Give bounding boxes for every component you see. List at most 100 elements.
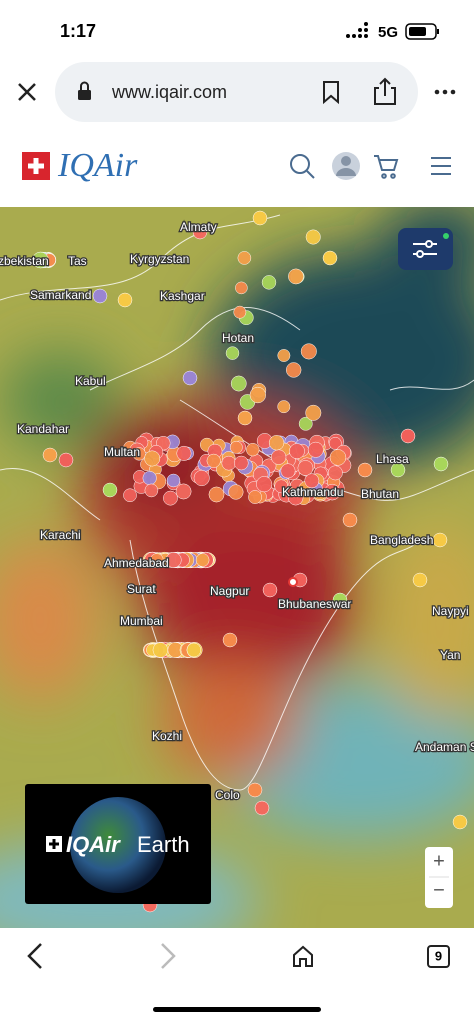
station-dot[interactable] — [186, 642, 202, 658]
station-dot[interactable] — [176, 445, 192, 461]
station-dot[interactable] — [237, 251, 252, 265]
station-dot[interactable] — [235, 281, 248, 295]
station-dot[interactable] — [357, 462, 373, 478]
station-dot[interactable] — [432, 532, 448, 548]
station-dot[interactable] — [305, 404, 322, 421]
station-dot[interactable] — [297, 460, 314, 476]
station-dot[interactable] — [32, 251, 49, 269]
station-dot[interactable] — [277, 349, 291, 362]
station-dot[interactable] — [332, 592, 348, 608]
station-dot[interactable] — [58, 452, 74, 468]
station-dot[interactable] — [163, 490, 178, 506]
address-bar[interactable] — [55, 62, 418, 122]
station-dot[interactable] — [256, 476, 273, 493]
more-button[interactable] — [434, 89, 456, 95]
station-dot[interactable] — [248, 490, 262, 504]
station-dot[interactable] — [262, 582, 278, 598]
station-dot[interactable] — [150, 553, 164, 567]
logo[interactable]: IQAir — [57, 147, 138, 184]
station-dot[interactable] — [221, 455, 237, 471]
station-dot[interactable] — [252, 210, 268, 226]
station-dot[interactable] — [277, 400, 291, 414]
home-button[interactable] — [293, 945, 313, 967]
station-dot[interactable] — [230, 375, 247, 392]
station-dot[interactable] — [274, 479, 289, 494]
station-dot[interactable] — [142, 470, 157, 486]
station-dot[interactable] — [249, 386, 266, 404]
station-dot[interactable] — [208, 486, 225, 503]
station-dot[interactable] — [222, 632, 238, 648]
station-dot[interactable] — [298, 416, 313, 431]
close-button[interactable] — [18, 83, 36, 101]
station-dot[interactable] — [452, 814, 468, 830]
station-dot[interactable] — [254, 800, 270, 816]
station-dot[interactable] — [288, 490, 304, 506]
forward-button[interactable] — [161, 943, 176, 969]
station-dot[interactable] — [322, 250, 338, 266]
station-dot[interactable] — [342, 512, 358, 528]
selected-station[interactable] — [288, 577, 298, 587]
station-dot[interactable] — [426, 93, 440, 107]
station-dot[interactable] — [193, 470, 210, 487]
station-dot[interactable] — [288, 268, 304, 285]
station-dot[interactable] — [132, 447, 146, 461]
station-dot[interactable] — [304, 473, 320, 489]
station-dot[interactable] — [123, 488, 137, 503]
station-dot[interactable] — [427, 93, 441, 107]
station-dot[interactable] — [195, 553, 210, 567]
cart-button[interactable] — [374, 155, 399, 179]
station-dot[interactable] — [247, 782, 263, 798]
station-dot[interactable] — [268, 435, 285, 451]
air-quality-stations[interactable] — [32, 92, 468, 913]
station-dot[interactable] — [144, 483, 159, 498]
station-dot[interactable] — [92, 288, 108, 304]
station-dot[interactable] — [117, 292, 133, 308]
station-dot[interactable] — [329, 449, 347, 466]
station-dot[interactable] — [229, 440, 243, 454]
zoom-out[interactable]: − — [433, 879, 445, 901]
station-dot[interactable] — [300, 343, 317, 360]
station-dot[interactable] — [285, 362, 302, 378]
search-button[interactable] — [290, 154, 315, 179]
station-dot[interactable] — [327, 465, 343, 481]
station-dot[interactable] — [246, 443, 260, 457]
station-dot[interactable] — [225, 346, 240, 360]
station-dot[interactable] — [237, 410, 253, 426]
station-dot[interactable] — [328, 436, 342, 450]
station-dot[interactable] — [152, 642, 169, 658]
station-dot[interactable] — [206, 453, 221, 468]
station-dot[interactable] — [390, 462, 406, 478]
station-dot[interactable] — [192, 224, 208, 240]
station-dot[interactable] — [412, 572, 428, 588]
station-dot[interactable] — [175, 483, 192, 500]
station-dot[interactable] — [102, 482, 118, 498]
station-dot[interactable] — [234, 455, 249, 471]
station-dot[interactable] — [42, 447, 58, 463]
zoom-in[interactable]: + — [433, 850, 445, 872]
station-dot[interactable] — [228, 484, 244, 500]
station-dot[interactable] — [165, 552, 182, 568]
station-dot[interactable] — [182, 370, 198, 386]
back-button[interactable] — [27, 943, 42, 969]
bookmark-button[interactable] — [323, 81, 339, 105]
station-dot[interactable] — [261, 275, 277, 290]
tabs-button[interactable] — [427, 945, 450, 968]
filter-button[interactable] — [398, 228, 453, 270]
station-dot[interactable] — [166, 473, 181, 488]
station-dot[interactable] — [270, 449, 287, 465]
station-dot[interactable] — [433, 456, 449, 472]
station-dot[interactable] — [305, 229, 321, 245]
station-dot[interactable] — [400, 428, 416, 444]
account-button[interactable] — [332, 152, 360, 180]
station-dot[interactable] — [144, 450, 161, 467]
map[interactable]: zbekistan Tas Almaty Kyrgyzstan Samarkand Kas… — [0, 92, 474, 960]
station-dot[interactable] — [289, 443, 305, 460]
station-dot[interactable] — [324, 484, 341, 501]
earth-promo[interactable]: IQAir Earth — [25, 784, 211, 904]
station-dot[interactable] — [280, 463, 296, 479]
share-button[interactable] — [374, 77, 396, 105]
station-dot[interactable] — [307, 441, 324, 458]
station-dot[interactable] — [429, 93, 442, 106]
menu-button[interactable] — [431, 157, 451, 175]
station-dot[interactable] — [233, 305, 247, 319]
